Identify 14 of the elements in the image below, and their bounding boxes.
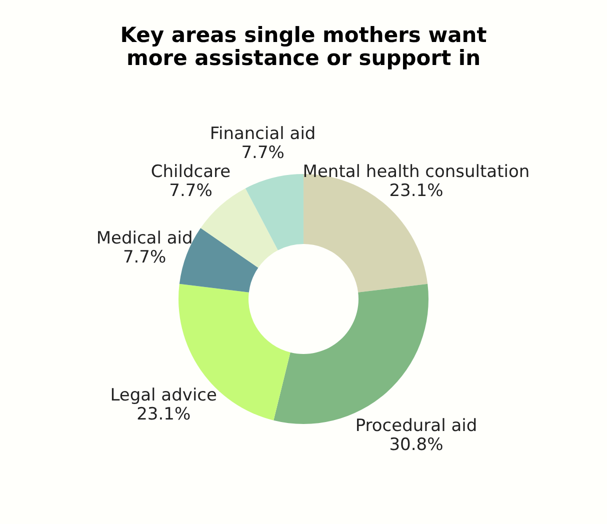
donut-slice	[245, 174, 304, 250]
slice-label: Legal advice	[110, 386, 217, 406]
data-label: 30.8%	[389, 435, 444, 456]
data-label: 7.7%	[241, 142, 284, 163]
slice-label: Mental health consultation	[302, 162, 530, 182]
data-label: 7.7%	[122, 248, 166, 268]
slice-label: Medical aid	[96, 228, 193, 249]
data-label: 23.1%	[389, 180, 444, 201]
data-label: 7.7%	[169, 180, 212, 201]
slice-label: Procedural aid	[355, 416, 478, 436]
slice-label: Childcare	[150, 162, 231, 182]
data-label: 23.1%	[136, 404, 191, 425]
slice-label: Financial aid	[210, 124, 316, 144]
chart-title: Key areas single mothers want more assistance or support in	[120, 23, 487, 70]
